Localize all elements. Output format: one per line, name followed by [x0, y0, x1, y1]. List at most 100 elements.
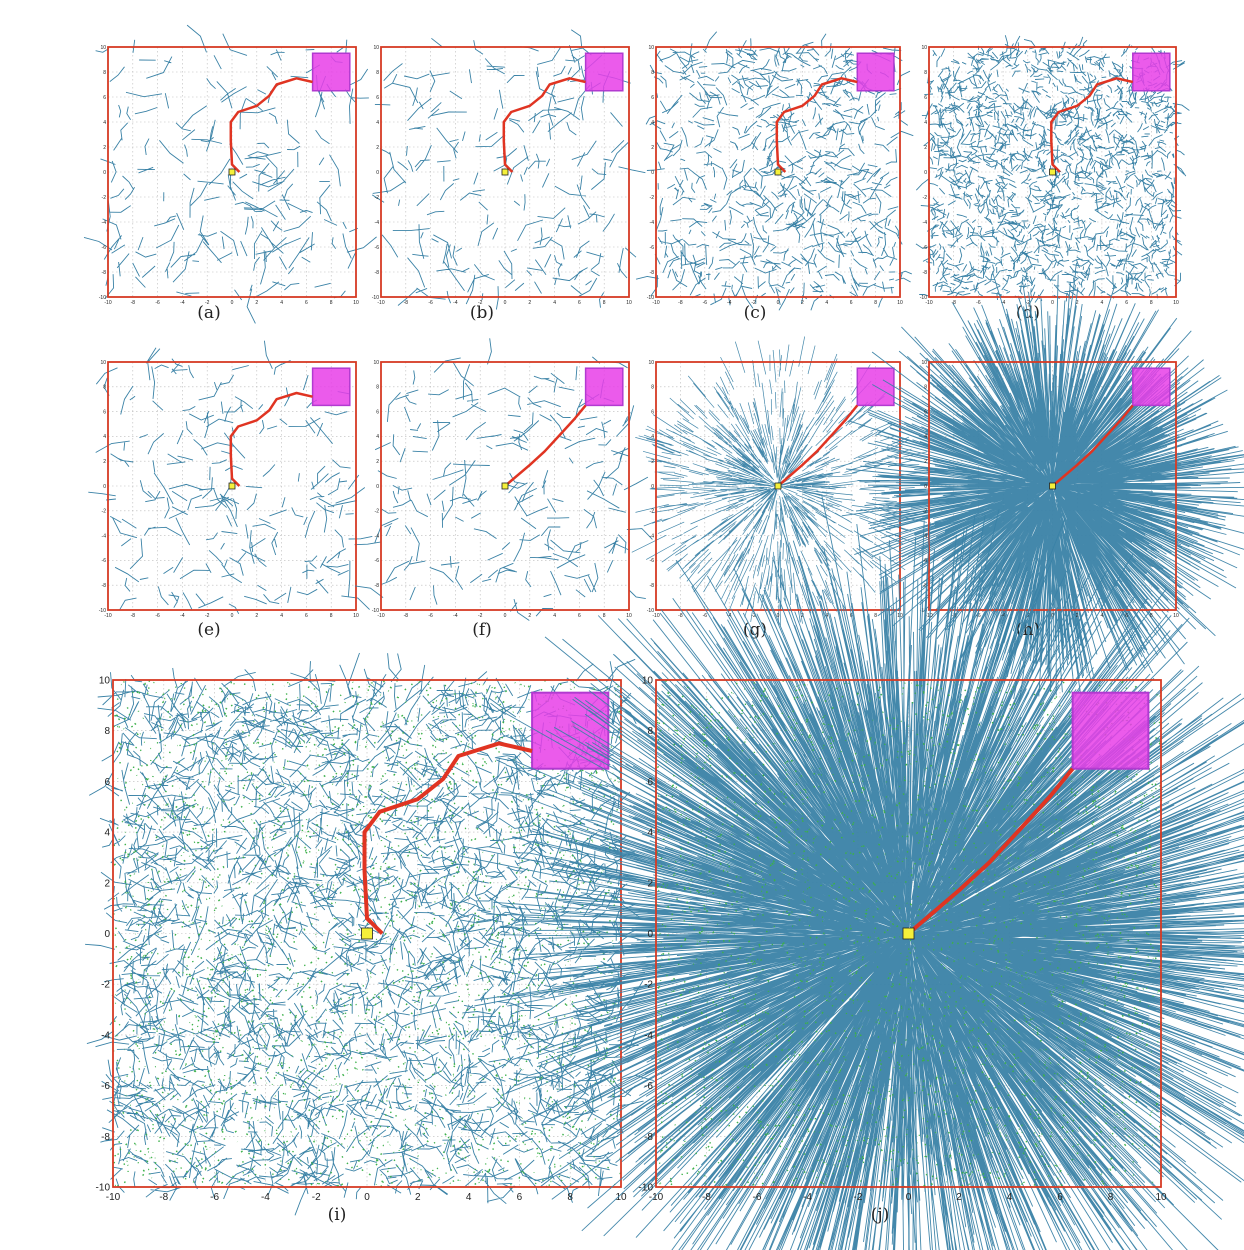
- y-tick-label: 2: [104, 878, 110, 889]
- x-tick-label: 4: [553, 300, 556, 306]
- x-tick-label: 2: [956, 1192, 962, 1203]
- y-tick-label: -6: [101, 1081, 110, 1092]
- x-tick-label: 0: [906, 1192, 912, 1203]
- x-tick-label: -10: [104, 300, 111, 306]
- y-tick-label: -8: [101, 1132, 110, 1143]
- y-tick-label: 8: [924, 70, 927, 76]
- panel-caption: (e): [197, 620, 221, 640]
- y-tick-label: -6: [644, 1081, 653, 1092]
- goal-region: [1132, 52, 1171, 92]
- y-tick-label: -10: [920, 608, 927, 614]
- x-tick-label: 8: [567, 1192, 573, 1203]
- y-tick-label: 4: [103, 120, 106, 126]
- y-tick-label: 2: [924, 145, 927, 151]
- y-tick-label: -6: [102, 558, 107, 564]
- y-tick-label: -6: [650, 245, 655, 251]
- y-tick-label: -4: [650, 533, 655, 539]
- panel-caption: (c): [743, 303, 767, 323]
- y-tick-label: -8: [375, 583, 380, 589]
- y-tick-label: 10: [99, 676, 111, 687]
- y-tick-label: -10: [99, 608, 106, 614]
- tree-edges: [354, 338, 653, 621]
- y-tick-label: -4: [923, 220, 928, 226]
- start-marker: [1049, 168, 1056, 176]
- y-tick-label: 2: [651, 145, 654, 151]
- x-tick-label: 2: [528, 300, 531, 306]
- y-tick-label: -6: [923, 245, 928, 251]
- x-tick-label: -6: [753, 1192, 762, 1203]
- goal-region: [311, 52, 351, 92]
- x-tick-label: 6: [578, 613, 581, 619]
- x-tick-label: 2: [801, 300, 804, 306]
- y-tick-label: 2: [651, 459, 654, 465]
- panel-caption: (h): [1015, 620, 1041, 640]
- x-tick-label: -2: [478, 613, 483, 619]
- y-tick-label: 8: [651, 385, 654, 391]
- x-tick-label: -2: [1026, 613, 1031, 619]
- x-tick-label: 2: [528, 613, 531, 619]
- y-tick-label: -8: [923, 583, 928, 589]
- x-tick-label: 2: [415, 1192, 421, 1203]
- solution-path: [362, 741, 533, 935]
- x-tick-label: 8: [874, 613, 877, 619]
- x-tick-label: -6: [428, 613, 433, 619]
- y-tick-label: -4: [923, 533, 928, 539]
- y-tick-label: -8: [650, 270, 655, 276]
- sample-points: [654, 678, 1163, 1188]
- x-tick-label: -10: [652, 300, 659, 306]
- solution-path: [1050, 77, 1134, 173]
- y-tick-label: -10: [647, 608, 654, 614]
- y-tick-label: 10: [100, 45, 106, 51]
- x-tick-label: 10: [626, 613, 632, 619]
- y-tick-label: -2: [923, 195, 928, 201]
- x-tick-label: 10: [615, 1192, 627, 1203]
- tree-edges: [841, 270, 1244, 703]
- x-tick-label: 6: [517, 1192, 523, 1203]
- x-tick-label: -2: [751, 613, 756, 619]
- y-tick-label: -4: [101, 1030, 110, 1041]
- plot-frame: [380, 361, 630, 611]
- y-tick-label: 6: [103, 409, 106, 415]
- x-tick-label: 10: [1173, 300, 1179, 306]
- y-tick-label: 4: [376, 120, 379, 126]
- start-marker: [361, 927, 373, 940]
- y-tick-label: 8: [104, 726, 110, 737]
- start-marker: [228, 482, 236, 490]
- y-tick-label: 8: [924, 385, 927, 391]
- x-tick-label: -4: [803, 1192, 812, 1203]
- y-tick-label: 4: [103, 434, 106, 440]
- y-tick-label: -6: [102, 245, 107, 251]
- x-tick-label: -8: [404, 613, 409, 619]
- y-tick-label: -2: [101, 980, 110, 991]
- y-tick-label: 4: [924, 120, 927, 126]
- y-tick-label: -8: [923, 270, 928, 276]
- y-tick-label: 6: [651, 95, 654, 101]
- x-tick-label: -2: [1026, 300, 1031, 306]
- x-tick-label: 6: [578, 300, 581, 306]
- y-tick-label: -6: [923, 558, 928, 564]
- goal-region: [531, 691, 610, 770]
- y-tick-label: 0: [104, 929, 110, 940]
- panel-caption: (b): [469, 303, 495, 323]
- y-tick-label: 0: [376, 170, 379, 176]
- y-tick-label: -2: [650, 509, 655, 515]
- y-tick-label: -4: [644, 1030, 653, 1041]
- x-tick-label: 8: [603, 613, 606, 619]
- y-tick-label: 2: [647, 878, 653, 889]
- x-tick-label: 10: [1173, 613, 1179, 619]
- start-marker: [228, 168, 236, 176]
- x-tick-label: 6: [1125, 300, 1128, 306]
- y-tick-label: 6: [647, 777, 653, 788]
- x-tick-label: 0: [504, 300, 507, 306]
- y-tick-label: 8: [376, 385, 379, 391]
- y-tick-label: -2: [644, 980, 653, 991]
- panel-caption: (a): [197, 303, 221, 323]
- y-tick-label: 0: [924, 170, 927, 176]
- goal-region: [311, 367, 351, 407]
- x-tick-label: 0: [231, 300, 234, 306]
- x-tick-label: 0: [777, 613, 780, 619]
- x-tick-label: 8: [330, 613, 333, 619]
